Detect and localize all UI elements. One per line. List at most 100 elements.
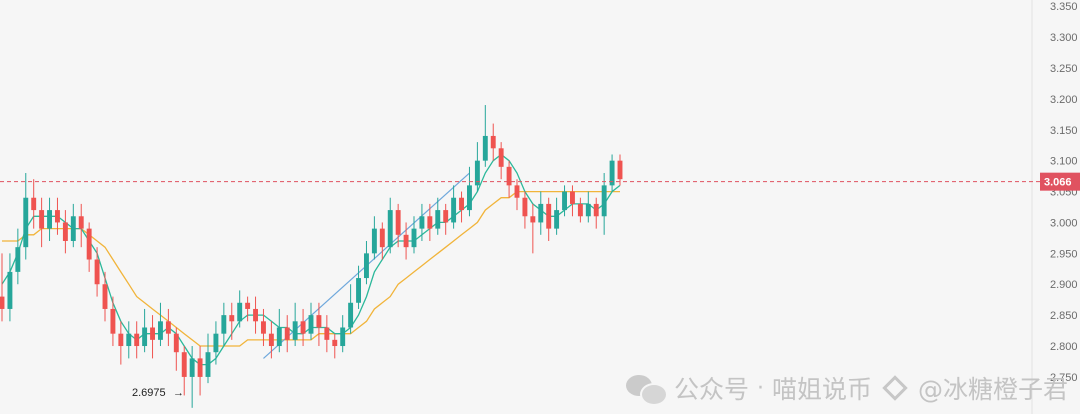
candle [379,222,385,260]
y-tick-label: 3.350 [1050,1,1078,13]
candle-body [427,216,433,229]
candle [506,160,512,198]
candle-body [134,333,140,347]
candle-body [522,197,528,217]
candle [364,240,369,285]
candle [39,197,45,248]
current-price-label: 3.066 [1044,177,1072,189]
candle-body [419,216,425,229]
candle-body [158,321,163,340]
candle-body [221,315,227,334]
candle-body [213,333,219,353]
candle-body [253,308,258,322]
candle-body [205,352,211,377]
candle-body [474,160,480,186]
candle-body [570,191,575,204]
candle-body [577,203,583,217]
candle-body [78,216,84,229]
candle-body [467,185,472,211]
candle [94,247,100,297]
candle-body [379,228,385,248]
candle-body [395,210,401,235]
candle [459,191,464,223]
candle [490,123,496,161]
candle [7,253,13,322]
y-tick-label: 3.100 [1050,156,1078,168]
candle [609,154,615,192]
candle [467,166,472,217]
candle [403,222,409,260]
candle-body [562,191,567,211]
candle [55,197,60,235]
candle [324,315,330,353]
candle-body [0,296,5,309]
current-price-tag [1040,172,1080,191]
candle-body [340,327,346,347]
candle-body [300,321,306,334]
candle-body [268,333,274,347]
candle [427,203,433,241]
candle-body [126,333,132,347]
candle-body [173,333,179,353]
y-tick-label: 2.950 [1050,248,1078,260]
candle [237,290,243,328]
candle-body [308,315,314,334]
y-tick-label: 3.200 [1050,94,1078,106]
candle [276,308,282,353]
candle [62,210,68,254]
candle [348,284,354,334]
candle-body [276,327,282,347]
candle-body [609,160,615,186]
y-tick-label: 2.850 [1050,310,1078,322]
y-tick-label: 2.800 [1050,341,1078,353]
candle [585,191,591,223]
candle [268,321,274,359]
candle [205,333,211,384]
candle-body [150,327,155,340]
candle [261,308,266,347]
low-price-arrow: → [173,387,184,399]
candle-body [490,135,496,149]
candle-body [364,253,369,279]
candle-body [110,308,116,334]
candle [356,265,361,309]
candle [15,228,21,285]
candle-body [316,315,322,328]
candle-body [284,327,290,340]
candle-body [530,216,536,223]
chart-overlays: 3.066 2.6975 → [0,172,1080,399]
candle-body [356,278,361,303]
candle-body [165,321,171,334]
candle-body [435,210,441,229]
candle-body [229,315,235,322]
candle [253,296,258,334]
candle [0,253,5,322]
y-tick-label: 3.300 [1050,32,1078,44]
candle [284,315,290,353]
candle-body [23,197,29,248]
candle [308,302,314,340]
candle [197,346,203,396]
candle [292,302,298,347]
candle-body [245,302,251,309]
candle [118,321,124,365]
candle-body [514,185,520,198]
candle-body [261,321,266,334]
candle-body [15,247,21,272]
candle-body [197,358,203,377]
candle-body [332,339,338,347]
candle [110,296,116,347]
candle [126,321,132,359]
candle [316,302,322,347]
candle [498,142,504,180]
candle [245,296,251,322]
candle [102,271,108,322]
candle [78,203,84,248]
candle [443,203,449,235]
low-price-label: 2.6975 [132,387,166,399]
candle [451,185,457,229]
y-tick-label: 2.750 [1050,372,1078,384]
candle [181,346,187,396]
